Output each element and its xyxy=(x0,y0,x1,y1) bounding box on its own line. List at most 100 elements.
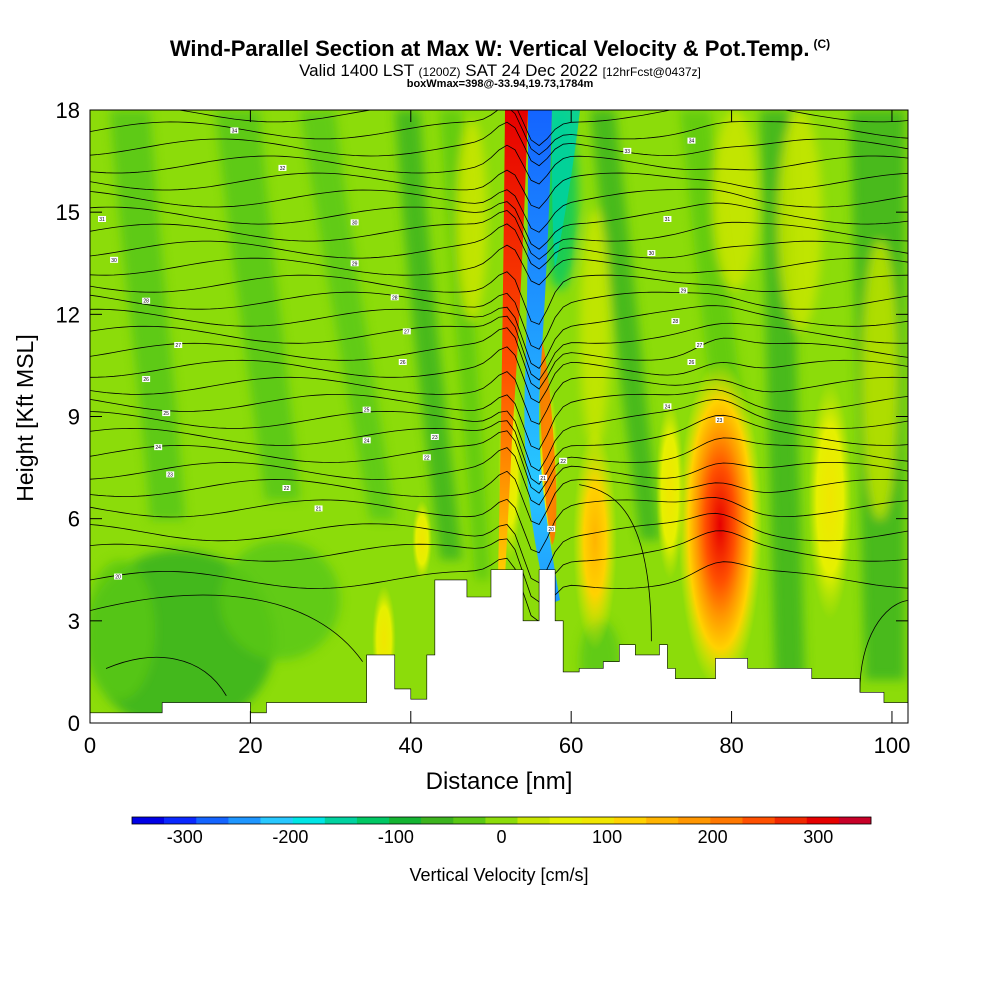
y-tick-label: 3 xyxy=(68,609,80,634)
svg-text:33: 33 xyxy=(625,149,631,155)
updraft-41nm xyxy=(412,500,432,580)
theta-contour-line xyxy=(90,144,908,185)
theta-label: 21 xyxy=(314,505,323,512)
svg-text:29: 29 xyxy=(352,261,358,267)
theta-label: 22 xyxy=(282,485,291,492)
colorbar-swatch xyxy=(356,817,390,824)
downdraft-fringe xyxy=(552,110,580,270)
x-tick-label: 20 xyxy=(238,733,262,758)
svg-text:21: 21 xyxy=(316,506,322,512)
theta-contour-labels: 34 32 33 34 30 31 31 30 29 30 28 28 29 27 27 28 27 26 26 26… xyxy=(98,127,724,581)
theta-contour-line xyxy=(90,447,908,506)
colorbar-swatch xyxy=(581,817,615,824)
theta-contour-line xyxy=(90,594,363,662)
colorbar-tick-label: -200 xyxy=(272,827,308,847)
svg-text:23: 23 xyxy=(717,418,723,424)
svg-text:30: 30 xyxy=(111,258,117,264)
theta-label: 26 xyxy=(687,359,696,366)
theta-contour-line xyxy=(105,657,227,696)
svg-text:24: 24 xyxy=(665,404,671,410)
colorbar-swatch xyxy=(646,817,679,824)
svg-text:27: 27 xyxy=(697,343,703,349)
theta-label: 26 xyxy=(142,376,151,383)
svg-text:31: 31 xyxy=(99,217,105,223)
theta-label: 24 xyxy=(663,403,672,410)
svg-text:24: 24 xyxy=(364,438,370,444)
colorbar-tick-label: 300 xyxy=(803,827,833,847)
colorbar-swatch xyxy=(421,817,454,824)
forecast-info: [12hrFcst@0437z] xyxy=(602,65,701,79)
y-tick-label: 9 xyxy=(68,405,80,430)
valid-utc: (1200Z) xyxy=(418,65,461,79)
colorbar-swatch xyxy=(389,817,422,824)
updraft-80nm xyxy=(678,360,762,690)
theta-label: 34 xyxy=(230,127,239,134)
theta-label: 25 xyxy=(162,410,171,417)
colorbar-swatch xyxy=(324,817,358,824)
colorbar-swatch xyxy=(196,817,229,824)
theta-label: 22 xyxy=(422,454,431,461)
y-axis: 0 3 6 9 12 15 18 xyxy=(56,98,908,736)
x-axis-label: Distance [nm] xyxy=(426,768,573,795)
theta-label: 23 xyxy=(430,433,439,441)
svg-text:28: 28 xyxy=(392,295,398,301)
theta-label: 24 xyxy=(362,437,371,444)
x-tick-label: 40 xyxy=(399,733,423,758)
x-tick-label: 100 xyxy=(874,733,911,758)
theta-contour-line xyxy=(90,121,908,167)
svg-text:32: 32 xyxy=(280,166,286,172)
y-tick-label: 15 xyxy=(56,200,80,225)
colorbar-swatch xyxy=(453,817,486,824)
theta-label: 32 xyxy=(278,164,287,172)
svg-text:30: 30 xyxy=(649,251,655,257)
svg-text:23: 23 xyxy=(432,435,438,441)
updraft-63nm xyxy=(573,430,617,650)
y-tick-label: 6 xyxy=(68,507,80,532)
theta-contour-line xyxy=(90,291,908,350)
updraft-core-52nm xyxy=(498,110,528,580)
field-bands xyxy=(90,110,905,723)
colorbar-swatch xyxy=(710,817,743,824)
downdraft-core-56nm xyxy=(524,110,560,605)
chart-title-text: Wind-Parallel Section at Max W: Vertical… xyxy=(169,36,810,61)
colorbar-tick-label: 100 xyxy=(592,827,622,847)
y-tick-label: 18 xyxy=(56,98,80,123)
colorbar-swatch xyxy=(838,817,872,824)
y-tick-label: 0 xyxy=(68,711,80,736)
svg-text:29: 29 xyxy=(681,288,687,294)
theta-contour-line xyxy=(579,484,652,642)
chart-title: Wind-Parallel Section at Max W: Vertical… xyxy=(0,36,1000,62)
svg-text:26: 26 xyxy=(400,360,406,366)
theta-label: 27 xyxy=(695,341,704,349)
chart-subtitle: Valid 1400 LST (1200Z) SAT 24 Dec 2022 [… xyxy=(0,61,1000,81)
svg-text:26: 26 xyxy=(689,360,695,366)
theta-contour-line xyxy=(90,414,908,485)
theta-contour-line xyxy=(90,327,908,390)
theta-contour-line xyxy=(90,305,908,369)
theta-label: 29 xyxy=(679,287,688,294)
colorbar: -300 -200 -100 0 100 200 300 xyxy=(131,816,872,847)
theta-contour-line xyxy=(90,271,908,325)
updraft-90nm xyxy=(808,380,852,620)
theta-label: 31 xyxy=(663,215,672,223)
theta-label: 24 xyxy=(154,444,163,451)
theta-contour-line xyxy=(90,557,908,623)
colorbar-swatch xyxy=(774,817,808,824)
y-tick-label: 12 xyxy=(56,302,80,327)
colorbar-swatch xyxy=(132,817,165,824)
theta-label: 29 xyxy=(350,260,359,267)
colorbar-tick-label: -300 xyxy=(167,827,203,847)
svg-text:23: 23 xyxy=(167,472,173,478)
colorbar-tick-label: 0 xyxy=(496,827,506,847)
theta-label: 28 xyxy=(142,297,151,305)
svg-text:34: 34 xyxy=(232,128,238,134)
colorbar-swatch xyxy=(517,817,550,824)
colorbar-label: Vertical Velocity [cm/s] xyxy=(409,865,588,885)
theta-contour-line xyxy=(90,389,908,451)
svg-text:27: 27 xyxy=(404,329,410,335)
theta-label: 28 xyxy=(671,318,680,325)
svg-text:28: 28 xyxy=(673,319,679,325)
theta-label: 33 xyxy=(623,147,632,155)
svg-text:26: 26 xyxy=(143,377,149,383)
theta-label: 27 xyxy=(402,328,411,335)
